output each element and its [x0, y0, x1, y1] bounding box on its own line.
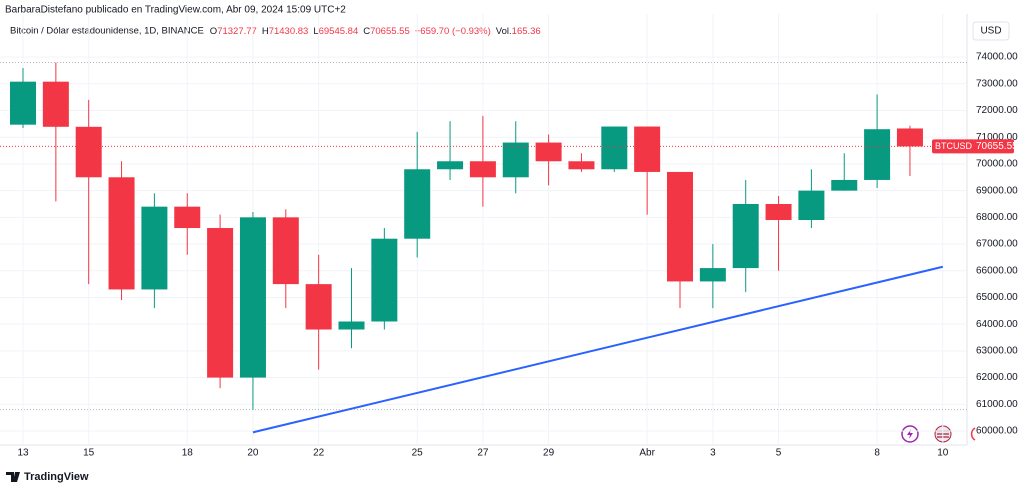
y-tick-label: 64000.00	[976, 319, 1018, 330]
last-price-symbol: BTCUSD	[935, 141, 973, 151]
candle-body	[601, 126, 628, 170]
info-key: H	[262, 26, 269, 37]
candle-body	[535, 142, 562, 162]
candle-body	[75, 126, 102, 178]
x-tick-label: 18	[182, 448, 194, 459]
x-tick-label: 8	[874, 448, 880, 459]
info-value: 70655.55	[370, 26, 410, 37]
info-value: −659.70 (−0.93%)	[415, 26, 491, 37]
candle-body	[469, 161, 496, 178]
candle-body	[141, 206, 168, 290]
ohlc-info: O71327.77 H71430.83 L69545.84 C70655.55 −659…	[210, 26, 541, 37]
candle-body	[568, 161, 595, 170]
chart-title: Bitcoin / Dólar estadounidense, 1D, BINA…	[10, 26, 204, 37]
info-value: 69545.84	[319, 26, 359, 37]
y-tick-label: 71000.00	[976, 132, 1018, 143]
info-key: C	[363, 26, 370, 37]
candle-body	[699, 268, 726, 282]
candle-body	[765, 203, 792, 221]
info-value: 165.36	[512, 26, 541, 37]
x-tick-label: 15	[83, 448, 95, 459]
trendline	[252, 265, 944, 434]
y-tick-label: 65000.00	[976, 292, 1018, 303]
x-tick-label: 13	[17, 448, 29, 459]
y-tick-label: 67000.00	[976, 239, 1018, 250]
currency-box[interactable]	[972, 21, 1010, 41]
candle-body	[502, 142, 529, 178]
candle-body	[42, 81, 69, 127]
candle-body	[272, 217, 299, 285]
grid	[0, 14, 967, 445]
y-tick-label: 70000.00	[976, 159, 1018, 170]
info-key: O	[210, 26, 217, 37]
y-tick-label: 61000.00	[976, 399, 1018, 410]
candle-body	[305, 284, 332, 330]
x-tick-label: 3	[710, 448, 716, 459]
candle-body	[404, 169, 431, 239]
x-tick-label: 5	[776, 448, 782, 459]
y-tick-label: 62000.00	[976, 372, 1018, 383]
candle-body	[634, 126, 661, 172]
candle-body	[338, 321, 365, 330]
candle-body	[10, 81, 36, 125]
x-tick-label: 22	[313, 448, 325, 459]
last-price-tag	[932, 139, 1014, 154]
candle-body	[371, 238, 398, 322]
x-tick-label: 10	[937, 448, 949, 459]
candle-body	[896, 128, 923, 147]
info-key: L	[313, 26, 318, 37]
y-tick-label: 69000.00	[976, 185, 1018, 196]
candle-body	[667, 171, 693, 282]
candle-body	[732, 203, 759, 269]
candle-body	[798, 190, 825, 221]
last-price-value: 70655.55	[976, 141, 1018, 152]
x-tick-label: 20	[247, 448, 259, 459]
candle-body	[437, 161, 464, 170]
candle-body	[174, 206, 201, 229]
info-key: Vol.	[496, 26, 512, 37]
info-value: 71430.83	[269, 26, 309, 37]
x-tick-label: 27	[477, 448, 489, 459]
y-tick-label: 74000.00	[976, 52, 1018, 63]
candle-body	[108, 177, 135, 290]
y-tick-label: 72000.00	[976, 105, 1018, 116]
x-tick-label: 29	[543, 448, 555, 459]
partial-icon	[970, 427, 976, 441]
candle-body	[239, 217, 266, 378]
y-tick-label: 60000.00	[976, 426, 1018, 437]
logo-mark	[6, 472, 20, 482]
footer-logo: TradingView	[24, 471, 89, 483]
header: BarbaraDistefano publicado en TradingVie…	[5, 5, 346, 16]
currency[interactable]: USD	[980, 26, 1001, 37]
y-tick-label: 63000.00	[976, 346, 1018, 357]
x-tick-label: 25	[412, 448, 424, 459]
y-tick-label: 73000.00	[976, 78, 1018, 89]
info-value: 71327.77	[217, 26, 257, 37]
candle-body	[831, 179, 858, 191]
y-tick-label: 68000.00	[976, 212, 1018, 223]
x-tick-label: Abr	[639, 448, 655, 459]
lightning	[907, 429, 913, 439]
candle-body	[207, 228, 234, 378]
y-tick-label: 66000.00	[976, 265, 1018, 276]
candle-body	[864, 129, 891, 180]
